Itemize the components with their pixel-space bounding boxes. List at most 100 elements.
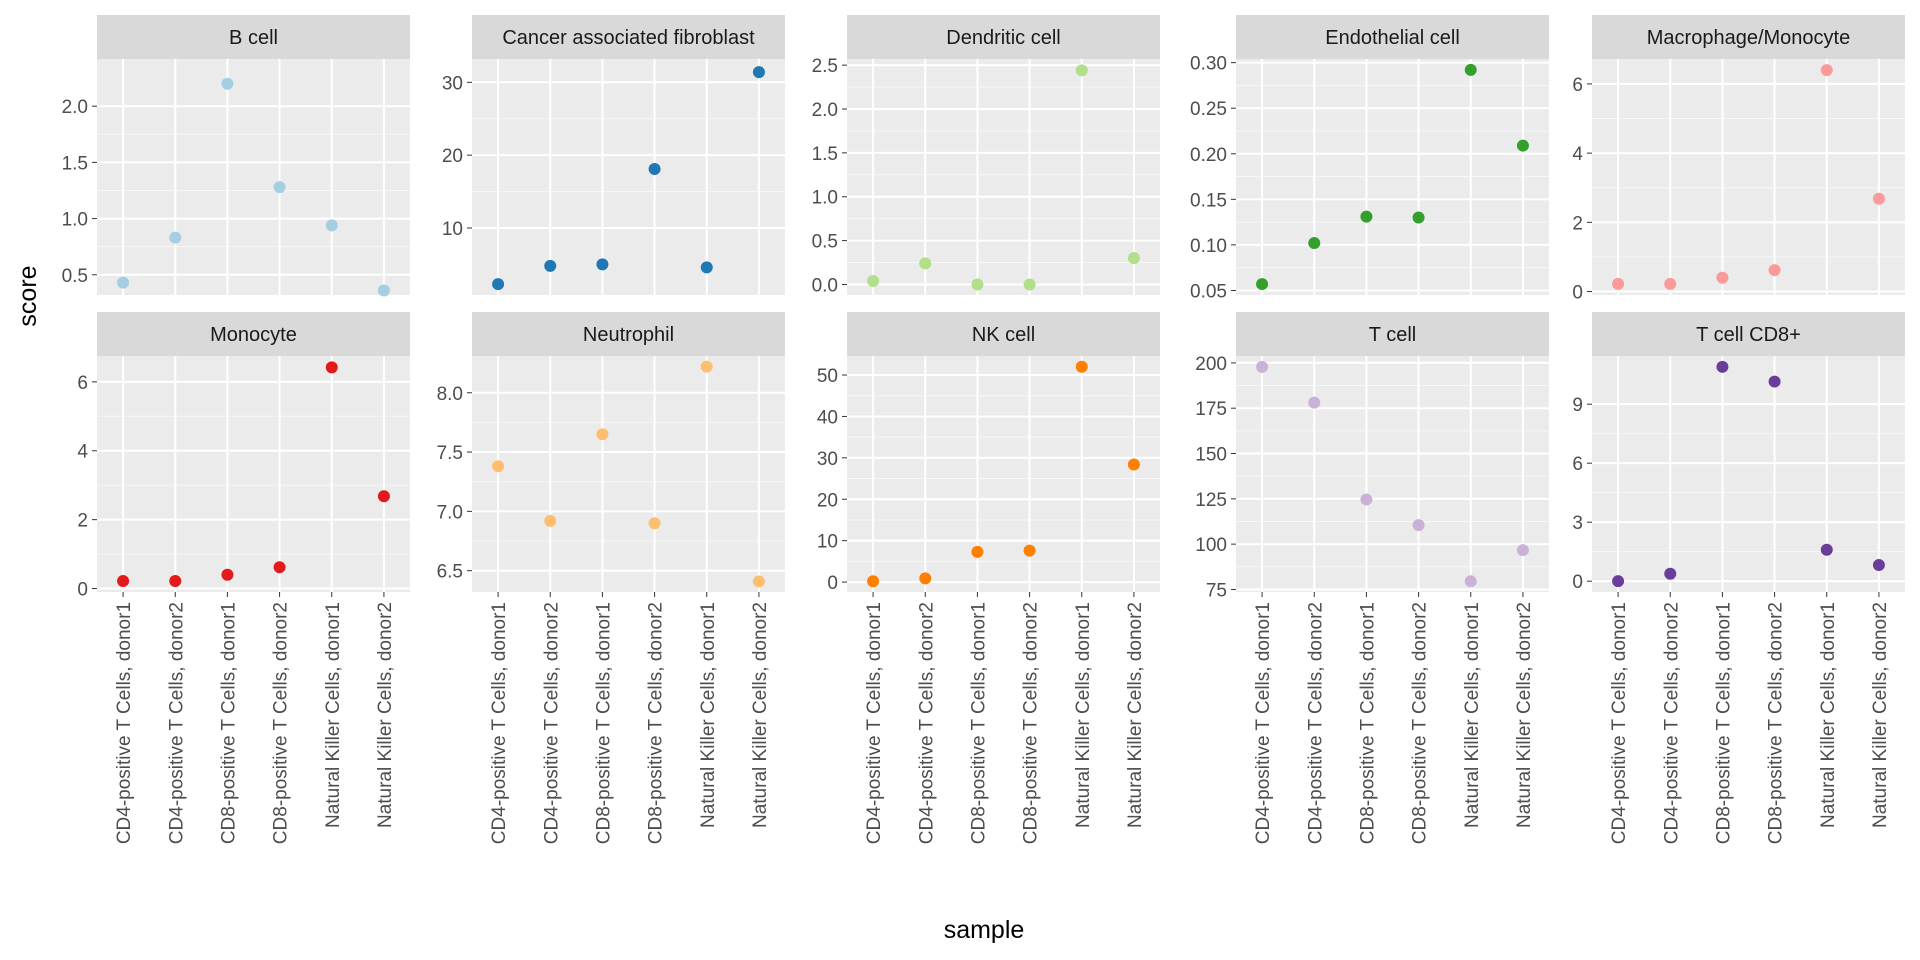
- x-tick-label: Natural Killer Cells, donor1: [1462, 602, 1483, 828]
- data-point: [544, 514, 557, 527]
- data-point: [1023, 544, 1036, 557]
- facet-strip: [97, 312, 410, 356]
- y-tick-label: 3: [1572, 513, 1583, 534]
- x-tick-label: Natural Killer Cells, donor1: [1818, 602, 1839, 828]
- y-tick-label: 9: [1572, 395, 1583, 416]
- data-point: [1075, 360, 1088, 373]
- data-point: [1612, 575, 1625, 588]
- data-point: [648, 162, 661, 175]
- y-tick-label: 2.0: [812, 100, 838, 121]
- data-point: [492, 278, 505, 291]
- y-tick-label: 6: [77, 373, 88, 394]
- facet-panels: B cell 0.5 1.0 1.5 2.0 Cancer associated fibr…: [62, 15, 1905, 844]
- y-tick-label: 20: [817, 490, 838, 511]
- y-tick-label: 0: [827, 573, 838, 594]
- data-point: [221, 568, 234, 581]
- data-point: [169, 231, 182, 244]
- data-point: [117, 574, 130, 587]
- data-point: [1464, 575, 1477, 588]
- x-tick-label: CD8-positive T Cells, donor1: [968, 602, 989, 844]
- data-point: [377, 284, 390, 297]
- y-tick-label: 7.5: [437, 443, 463, 464]
- y-tick-label: 1.0: [62, 210, 88, 231]
- x-tick-label: Natural Killer Cells, donor1: [323, 602, 344, 828]
- data-point: [1768, 264, 1781, 277]
- panel-background: [472, 356, 785, 592]
- y-tick-label: 0.5: [62, 266, 88, 287]
- y-tick-label: 2: [1572, 213, 1583, 234]
- facet-strip: [1592, 312, 1905, 356]
- data-point: [1256, 278, 1269, 291]
- x-tick-label: CD8-positive T Cells, donor1: [593, 602, 614, 844]
- data-point: [325, 361, 338, 374]
- y-tick-label: 20: [442, 146, 463, 167]
- data-point: [867, 575, 880, 588]
- data-point: [919, 257, 932, 270]
- facet-panel: Macrophage/Monocyte 0 2 4 6: [1572, 15, 1905, 304]
- facet-panel: T cell CD8+ 0 3 6 9 CD4-positive T Cells, don…: [1572, 312, 1905, 844]
- data-point: [752, 66, 765, 79]
- facet-title: Endothelial cell: [1325, 27, 1460, 49]
- y-tick-label: 10: [817, 532, 838, 553]
- data-point: [1360, 493, 1373, 506]
- facet-title: Macrophage/Monocyte: [1647, 27, 1850, 49]
- x-tick-label: CD4-positive T Cells, donor1: [114, 602, 135, 844]
- y-tick-label: 0.05: [1190, 281, 1227, 302]
- facet-panel: Endothelial cell 0.05 0.10 0.15 0.20 0.25 0.30: [1190, 15, 1549, 302]
- facet-strip: [1236, 15, 1549, 59]
- y-tick-label: 4: [1572, 144, 1583, 165]
- x-tick-label: CD4-positive T Cells, donor1: [1253, 602, 1274, 844]
- y-tick-label: 0.25: [1190, 99, 1227, 120]
- panel-background: [847, 59, 1160, 295]
- data-point: [221, 77, 234, 90]
- data-point: [1872, 192, 1885, 205]
- data-point: [1308, 237, 1321, 250]
- facet-panel: T cell 75 100 125 150 175 200 CD4-positive T Ce…: [1195, 312, 1549, 844]
- data-point: [1716, 271, 1729, 284]
- y-tick-label: 2: [77, 511, 88, 532]
- facet-panel: Dendritic cell 0.0 0.5 1.0 1.5 2.0 2.5: [812, 15, 1160, 296]
- data-point: [273, 181, 286, 194]
- data-point: [1464, 63, 1477, 76]
- x-tick-label: Natural Killer Cells, donor2: [375, 602, 396, 828]
- x-tick-label: CD4-positive T Cells, donor1: [1609, 602, 1630, 844]
- y-tick-label: 75: [1206, 580, 1227, 601]
- y-tick-label: 50: [817, 366, 838, 387]
- data-point: [700, 360, 713, 373]
- y-tick-label: 7.0: [437, 502, 463, 523]
- x-tick-label: CD4-positive T Cells, donor2: [166, 602, 187, 844]
- x-tick-label: Natural Killer Cells, donor2: [1870, 602, 1891, 828]
- y-tick-label: 0.15: [1190, 190, 1227, 211]
- data-point: [1360, 210, 1373, 223]
- data-point: [1768, 375, 1781, 388]
- y-tick-label: 1.5: [812, 144, 838, 165]
- y-tick-label: 6: [1572, 75, 1583, 96]
- y-tick-label: 6: [1572, 454, 1583, 475]
- facet-strip: [847, 15, 1160, 59]
- y-tick-label: 200: [1195, 354, 1227, 375]
- facet-strip: [1236, 312, 1549, 356]
- facet-title: Dendritic cell: [946, 27, 1060, 49]
- y-tick-label: 0.30: [1190, 54, 1227, 75]
- y-tick-label: 150: [1195, 445, 1227, 466]
- y-tick-label: 0: [1572, 283, 1583, 304]
- data-point: [1612, 277, 1625, 290]
- y-tick-label: 0: [1572, 572, 1583, 593]
- x-tick-label: CD4-positive T Cells, donor2: [916, 602, 937, 844]
- data-point: [1516, 544, 1529, 557]
- facet-panel: B cell 0.5 1.0 1.5 2.0: [62, 15, 410, 297]
- panel-background: [1236, 356, 1549, 592]
- data-point: [971, 545, 984, 558]
- x-tick-label: CD8-positive T Cells, donor2: [271, 602, 292, 844]
- y-tick-label: 1.0: [812, 188, 838, 209]
- data-point: [648, 517, 661, 530]
- data-point: [169, 574, 182, 587]
- x-tick-label: CD4-positive T Cells, donor1: [864, 602, 885, 844]
- data-point: [700, 261, 713, 274]
- y-tick-label: 40: [817, 407, 838, 428]
- data-point: [117, 276, 130, 289]
- panel-background: [1592, 356, 1905, 592]
- x-tick-label: CD4-positive T Cells, donor2: [1305, 602, 1326, 844]
- y-tick-label: 1.5: [62, 153, 88, 174]
